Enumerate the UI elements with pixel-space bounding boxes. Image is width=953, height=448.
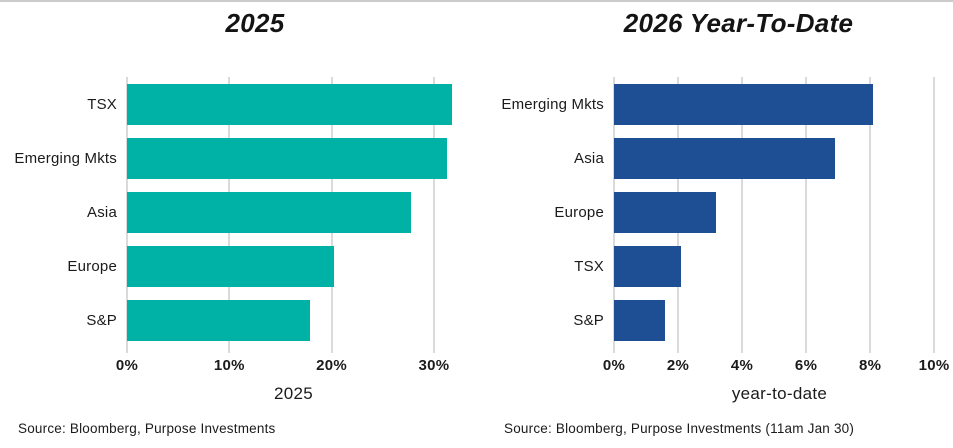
source-note: Source: Bloomberg, Purpose Investments <box>18 421 276 436</box>
source-note: Source: Bloomberg, Purpose Investments (… <box>504 421 855 436</box>
bar-row <box>127 294 460 348</box>
bar-row <box>127 240 460 294</box>
category-labels: Emerging Mkts Asia Europe TSX S&P <box>476 77 604 348</box>
bar-row <box>614 294 945 348</box>
chart-panel-2025: 2025 TSX Emerging Mkts Asia Europe S&P 0% 10%… <box>0 0 476 448</box>
bar-emerging-mkts <box>127 137 448 179</box>
chart-title-2025: 2025 <box>225 8 285 38</box>
chart-panel-2026-ytd: 2026 Year-To-Date Emerging Mkts Asia Europ… <box>476 0 953 448</box>
category-label: TSX <box>87 95 117 113</box>
category-label: Emerging Mkts <box>501 95 604 113</box>
x-tick-label: 20% <box>316 357 348 374</box>
category-labels: TSX Emerging Mkts Asia Europe S&P <box>0 77 117 348</box>
bar-row <box>614 185 945 239</box>
category-label: TSX <box>574 258 604 276</box>
x-tick-label: 6% <box>794 357 818 374</box>
category-label: Asia <box>574 149 604 167</box>
category-label: Asia <box>87 204 117 221</box>
bar-row <box>614 77 945 131</box>
x-tick-label: 10% <box>213 357 245 374</box>
x-tick-label: 30% <box>418 357 450 374</box>
bar-asia <box>614 137 835 179</box>
x-tick-label: 0% <box>115 357 139 374</box>
x-tick-label: 0% <box>602 357 626 374</box>
bar-row <box>614 240 945 294</box>
x-axis-tick-labels: 0% 2% 4% 6% 8% 10% <box>603 357 949 377</box>
x-tick-label: 8% <box>858 357 882 374</box>
gridline <box>805 77 808 353</box>
x-axis-label: 2025 <box>273 384 314 403</box>
gridline <box>432 77 435 353</box>
bar-tsx <box>127 83 453 125</box>
bar-asia <box>127 192 412 233</box>
bar-tsx <box>614 246 682 288</box>
gridline <box>933 77 936 353</box>
bar-row <box>127 131 460 185</box>
x-axis-label: year-to-date <box>731 384 828 403</box>
gridline <box>869 77 872 353</box>
bars-group <box>127 77 460 348</box>
x-tick-label: 4% <box>730 357 754 374</box>
bar-emerging-mkts <box>614 83 874 125</box>
bar-row <box>127 185 460 239</box>
category-label: S&P <box>86 312 117 330</box>
bar-europe <box>614 192 717 233</box>
plot-area: 0% 10% 20% 30% 2025 <box>116 77 460 403</box>
gridline <box>741 77 744 353</box>
chart-title-2026-ytd: 2026 Year-To-Date <box>623 8 854 38</box>
category-label: Europe <box>67 258 117 276</box>
x-axis-tick-labels: 0% 10% 20% 30% <box>116 357 460 377</box>
x-tick-label: 2% <box>666 357 690 374</box>
plot-area: 0% 2% 4% 6% 8% 10% year-to-date <box>603 77 949 403</box>
bar-s-p <box>614 300 666 342</box>
x-tick-label: 10% <box>918 357 950 374</box>
category-label: S&P <box>573 312 604 330</box>
bar-row <box>614 131 945 185</box>
category-label: Emerging Mkts <box>14 149 117 167</box>
top-divider-line <box>0 0 953 2</box>
bars-group <box>614 77 945 348</box>
bar-s-p <box>127 300 311 342</box>
bar-europe <box>127 246 334 288</box>
category-label: Europe <box>554 204 604 221</box>
bar-row <box>127 77 460 131</box>
